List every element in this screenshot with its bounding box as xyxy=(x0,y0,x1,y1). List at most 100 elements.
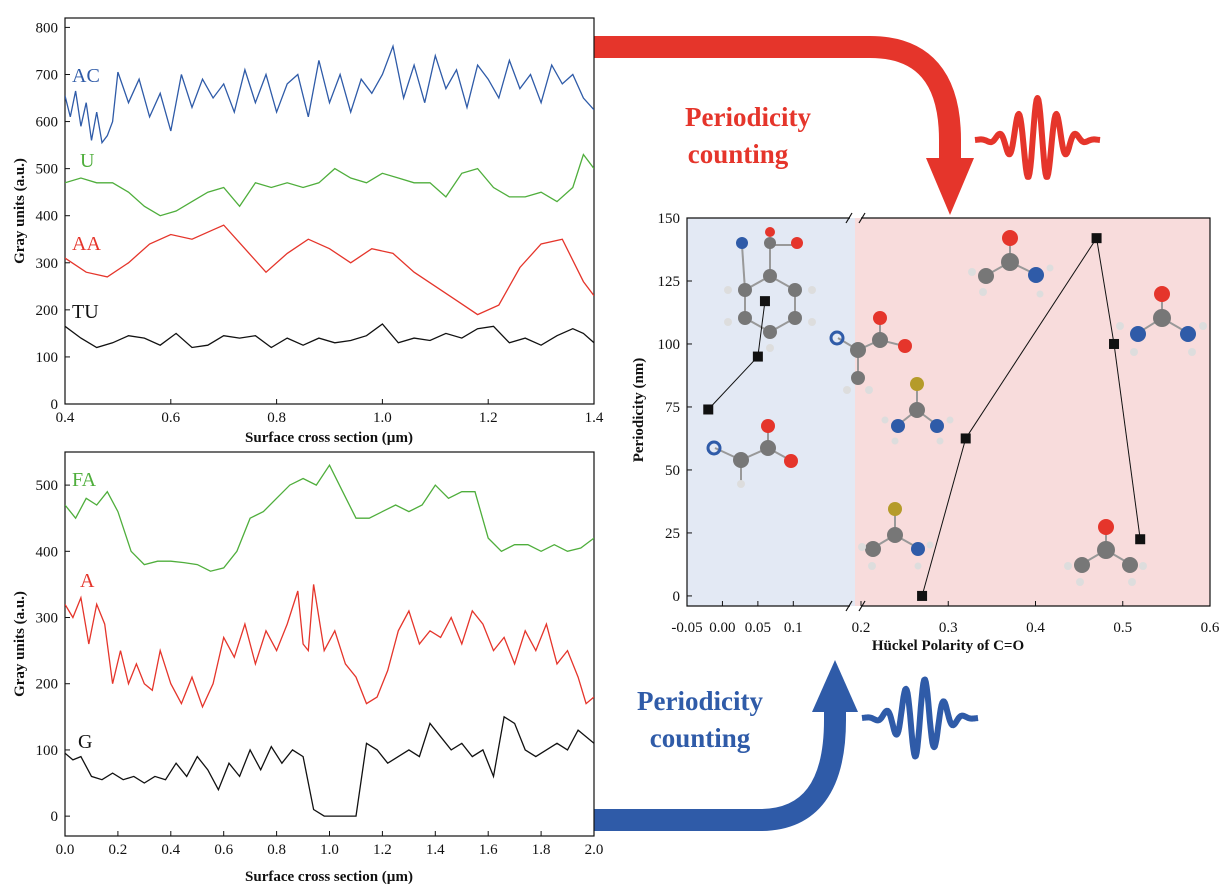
molecule-thiourea-icon xyxy=(881,377,954,445)
bottom-line-chart: 0.0 0.2 0.4 0.6 0.8 1.0 1.2 1.4 1.6 1.8 2.0 0 100 200… xyxy=(12,451,603,885)
bottom-chart-ytick-label: 0 xyxy=(51,809,59,825)
scatter-point xyxy=(752,351,763,362)
bottom-chart-series-fa-line xyxy=(65,463,594,572)
bottom-arrow-head xyxy=(812,660,858,712)
scatter-ytick-label: 75 xyxy=(665,400,680,416)
molecule-urea-icon xyxy=(1116,286,1207,356)
top-chart-series-ac-line xyxy=(65,43,594,145)
scatter-xtick-label: 0.05 xyxy=(745,620,771,636)
top-chart-ytick-label: 800 xyxy=(36,20,59,36)
periodicity-scatter-chart: -0.05 0.00 0.05 0.1 0.2 0.3 0.4 0.5 0.6 0 25 50 75 10… xyxy=(631,211,1220,654)
bottom-chart-series-g-label: G xyxy=(78,731,92,753)
top-chart-xtick-label: 0.4 xyxy=(56,410,75,426)
bottom-arrow-label-line1: Periodicity xyxy=(637,686,763,716)
scatter-xtick-label: 0.6 xyxy=(1201,620,1220,636)
top-flow-arrow xyxy=(594,36,974,215)
scatter-xtick-label: 0.1 xyxy=(784,620,803,636)
scatter-point xyxy=(1135,534,1146,545)
bottom-chart-ytick-label: 300 xyxy=(36,611,59,627)
scatter-connector-line xyxy=(1113,343,1141,540)
scatter-connector-line xyxy=(757,301,766,357)
scatter-ytick-label: 25 xyxy=(665,526,680,542)
bottom-chart-series-g-line xyxy=(65,715,594,817)
scatter-xtick-label: 0.3 xyxy=(939,620,958,636)
scatter-point xyxy=(1109,338,1120,349)
top-chart-xtick-label: 1.4 xyxy=(585,410,604,426)
scatter-point xyxy=(917,590,928,601)
top-chart-xtick-label: 0.8 xyxy=(267,410,286,426)
scatter-ytick-label: 100 xyxy=(658,337,681,353)
scatter-xtick-label: 0.5 xyxy=(1113,620,1132,636)
bottom-chart-series-fa-label: FA xyxy=(72,469,97,491)
scatter-xtick-label: -0.05 xyxy=(671,620,702,636)
molecule-acetamide-icon xyxy=(968,230,1054,298)
bottom-chart-xtick-label: 1.0 xyxy=(320,842,339,858)
bottom-chart-xtick-label: 1.4 xyxy=(426,842,445,858)
bottom-chart-xtick-label: 1.2 xyxy=(373,842,392,858)
scatter-point xyxy=(1091,233,1102,244)
scatter-connector-line xyxy=(707,356,759,410)
top-chart-xtick-label: 0.6 xyxy=(161,410,180,426)
bottom-arrow-shaft xyxy=(594,710,846,831)
bottom-chart-ytick-label: 100 xyxy=(36,743,59,759)
top-chart-ytick-label: 300 xyxy=(36,256,59,272)
top-chart-ytick-label: 0 xyxy=(51,397,59,413)
axis-break-mark xyxy=(845,212,866,612)
bottom-chart-ytick-label: 400 xyxy=(36,544,59,560)
molecule-thioacetamide-icon xyxy=(858,502,934,570)
top-arrow-head xyxy=(926,158,974,215)
top-chart-series-aa-label: AA xyxy=(72,233,101,255)
top-chart-ytick-label: 400 xyxy=(36,209,59,225)
top-chart-ytick-label: 600 xyxy=(36,115,59,131)
scatter-ytick-label: 125 xyxy=(658,274,681,290)
scatter-point xyxy=(960,433,971,444)
scatter-chart-ylabel: Periodicity (nm) xyxy=(631,358,647,463)
scatter-chart-xlabel: Hückel Polarity of C=O xyxy=(872,638,1024,654)
bottom-chart-xtick-label: 0.4 xyxy=(161,842,180,858)
bottom-chart-ytick-label: 200 xyxy=(36,677,59,693)
bottom-chart-ylabel: Gray units (a.u.) xyxy=(12,591,28,697)
scatter-xtick-label: 0.4 xyxy=(1026,620,1045,636)
top-arrow-label-line1: Periodicity xyxy=(685,102,811,132)
scatter-connector-line xyxy=(965,237,1097,439)
scatter-ytick-label: 150 xyxy=(658,211,681,227)
scatter-xtick-label: 0.00 xyxy=(709,620,735,636)
molecule-acetone-icon xyxy=(1064,519,1147,586)
molecule-acrylic-acid-icon xyxy=(829,311,912,394)
scatter-xtick-label: 0.2 xyxy=(852,620,871,636)
bottom-arrow-label-line2: counting xyxy=(650,723,751,753)
top-arrow-label-line2: counting xyxy=(688,139,789,169)
bottom-chart-xtick-label: 1.8 xyxy=(532,842,551,858)
molecule-aminobenzoic-acid-icon xyxy=(724,227,816,352)
scatter-connector-line xyxy=(921,438,967,597)
bottom-chart-xtick-label: 0.2 xyxy=(109,842,128,858)
scatter-ytick-label: 0 xyxy=(673,589,681,605)
bottom-chart-frame xyxy=(64,451,595,837)
top-chart-ytick-label: 100 xyxy=(36,350,59,366)
top-chart-ytick-label: 700 xyxy=(36,67,59,83)
top-chart-series-tu-label: TU xyxy=(72,301,99,323)
bottom-chart-series-a-label: A xyxy=(80,570,95,592)
bottom-chart-xtick-label: 0.0 xyxy=(56,842,75,858)
top-chart-series-u-label: U xyxy=(80,150,95,172)
top-chart-ylabel: Gray units (a.u.) xyxy=(12,158,28,264)
top-line-chart: 0.4 0.6 0.8 1.0 1.2 1.4 0 100 200 300 400 500 600 700… xyxy=(12,17,604,446)
top-chart-frame xyxy=(64,17,595,405)
top-chart-xtick-label: 1.2 xyxy=(479,410,498,426)
blue-wave-icon xyxy=(859,676,981,760)
scatter-point xyxy=(703,404,714,415)
bottom-chart-xtick-label: 1.6 xyxy=(479,842,498,858)
top-chart-series-tu-line xyxy=(65,323,594,349)
scatter-point xyxy=(759,296,770,307)
top-chart-series-ac-label: AC xyxy=(72,65,100,87)
bottom-chart-series-a-line xyxy=(65,584,594,709)
top-chart-xtick-label: 1.0 xyxy=(373,410,392,426)
scatter-ytick-label: 50 xyxy=(665,463,680,479)
red-wave-icon xyxy=(972,95,1103,180)
top-chart-xlabel: Surface cross section (µm) xyxy=(245,430,413,446)
bottom-chart-ytick-label: 500 xyxy=(36,478,59,494)
scatter-connector-line xyxy=(1096,238,1115,345)
bottom-flow-arrow xyxy=(594,660,858,831)
top-chart-ytick-label: 500 xyxy=(36,162,59,178)
